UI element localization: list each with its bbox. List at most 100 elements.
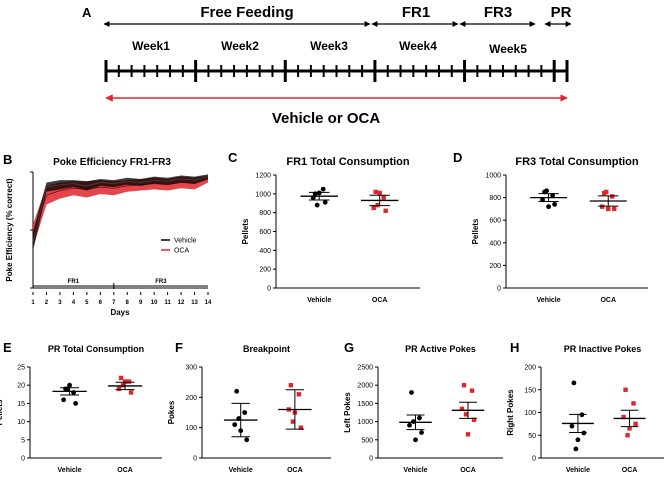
y-tick-label: 50 xyxy=(528,433,536,440)
dot-plot-panel-c: C FR1 Total Consumption 0 200 400 600 800 1000… xyxy=(228,150,420,304)
y-tick-label: 300 xyxy=(185,365,197,372)
x-tick-label: 11 xyxy=(164,300,171,306)
dot-plot-panel-e: E PR Total Consumption 0 5 10 15 20 25 Vehicle O… xyxy=(0,340,162,474)
data-point-oca xyxy=(471,417,477,422)
dot-plot-panel-g: G PR Active Pokes 0 500 1000 1500 2000 2500 Veh… xyxy=(343,340,503,474)
data-point-vehicle xyxy=(73,401,78,406)
y-axis-label: Pokes xyxy=(167,400,176,424)
data-point-oca xyxy=(371,205,376,211)
data-point-vehicle xyxy=(232,422,238,428)
y-axis-label: Left Pokes xyxy=(343,392,352,433)
y-tick-label: 400 xyxy=(489,240,501,247)
x-category-label: OCA xyxy=(600,297,616,304)
y-tick-label: 200 xyxy=(185,395,197,402)
data-point-oca xyxy=(383,208,388,213)
x-tick-label: 4 xyxy=(72,300,76,306)
phase-label-free-feeding: Free Feeding xyxy=(200,4,293,21)
data-point-vehicle xyxy=(544,188,549,194)
data-point-vehicle xyxy=(417,415,422,421)
y-tick-label: 100 xyxy=(185,425,197,432)
treatment-label: Vehicle or OCA xyxy=(272,110,381,127)
y-tick-label: 200 xyxy=(489,263,501,270)
data-point-oca xyxy=(118,375,124,381)
data-point-oca xyxy=(469,388,475,393)
y-tick-label: 0 xyxy=(369,456,373,463)
y-axis-label: Pellets xyxy=(0,399,4,425)
y-tick-label: 15 xyxy=(17,401,25,408)
x-tick-label: 1 xyxy=(31,300,35,306)
data-point-vehicle xyxy=(234,388,240,394)
data-point-vehicle xyxy=(413,437,418,443)
data-point-vehicle xyxy=(409,390,414,395)
data-point-oca xyxy=(373,189,378,195)
data-point-vehicle xyxy=(407,422,412,428)
timeline-panel: A Free Feeding FR1 FR3 PR Week1 Week2 We… xyxy=(82,4,572,127)
chart-title: Breakpoint xyxy=(243,344,290,354)
line-chart-panel-b: B Poke Efficiency FR1-FR3 1 2 3 4 5 6 7 8 9 10 11 1… xyxy=(3,152,212,317)
data-point-oca xyxy=(461,383,467,388)
data-point-oca xyxy=(296,392,302,397)
panel-letter-b: B xyxy=(3,152,12,167)
data-point-oca xyxy=(627,426,632,431)
y-tick-label: 1500 xyxy=(357,401,373,408)
data-point-vehicle xyxy=(242,410,248,415)
x-tick-label: 2 xyxy=(45,300,49,306)
y-tick-label: 20 xyxy=(17,383,25,390)
phase-label-pr: PR xyxy=(551,4,572,21)
data-point-vehicle xyxy=(546,204,551,210)
data-point-oca xyxy=(612,206,617,212)
panel-letter-f: F xyxy=(175,340,183,355)
x-category-label: Vehicle xyxy=(307,297,331,304)
x-category-label: Vehicle xyxy=(537,297,561,304)
x-tick-label: 8 xyxy=(126,300,130,306)
y-axis-label: Pellets xyxy=(241,218,250,244)
panel-letter-d: D xyxy=(453,150,462,165)
x-category-label: OCA xyxy=(287,467,303,474)
y-tick-label: 1000 xyxy=(255,191,271,198)
y-tick-label: 10 xyxy=(17,419,25,426)
y-tick-label: 500 xyxy=(361,437,373,444)
chart-title: FR1 Total Consumption xyxy=(286,156,410,168)
phase-label-fr1: FR1 xyxy=(68,279,80,285)
data-point-vehicle xyxy=(314,202,320,208)
x-axis-label: Days xyxy=(110,308,130,317)
y-tick-label: 600 xyxy=(489,218,501,225)
x-tick-label: 13 xyxy=(191,300,198,306)
y-axis-label: Poke Efficiency (% correct) xyxy=(5,178,14,281)
data-point-oca xyxy=(377,190,382,196)
data-point-oca xyxy=(625,433,630,438)
y-tick-label: 150 xyxy=(524,387,536,394)
data-point-vehicle xyxy=(573,446,579,452)
x-tick-label: 10 xyxy=(151,300,158,306)
x-category-label: OCA xyxy=(372,297,388,304)
week-label-1: Week1 xyxy=(132,39,170,53)
data-point-vehicle xyxy=(320,186,326,192)
y-tick-label: 600 xyxy=(259,229,271,236)
data-point-oca xyxy=(128,390,134,395)
x-category-label: OCA xyxy=(117,467,133,474)
data-point-oca xyxy=(623,387,628,392)
x-category-label: OCA xyxy=(622,467,638,474)
y-tick-label: 1000 xyxy=(357,419,373,426)
y-tick-label: 0 xyxy=(267,286,271,293)
timeline-ticks xyxy=(104,60,569,82)
data-point-vehicle xyxy=(244,437,250,443)
chart-title: PR Active Pokes xyxy=(405,344,476,354)
data-point-oca xyxy=(298,425,304,430)
data-point-oca xyxy=(465,432,471,437)
chart-title: FR3 Total Consumption xyxy=(515,156,639,168)
data-point-oca xyxy=(463,412,469,417)
y-tick-label: 0 xyxy=(497,286,501,293)
y-axis-label: Right Pokes xyxy=(506,389,515,436)
series-band-oca xyxy=(33,175,208,248)
data-point-vehicle xyxy=(571,380,577,386)
y-axis-label: Pellets xyxy=(471,218,480,244)
chart-b-title: Poke Efficiency FR1-FR3 xyxy=(53,157,171,168)
data-point-oca xyxy=(604,189,609,195)
panel-letter-h: H xyxy=(510,340,519,355)
data-point-oca xyxy=(116,386,122,392)
y-tick-label: 2500 xyxy=(357,365,373,372)
x-tick-label: 14 xyxy=(205,300,212,306)
x-tick-label: 6 xyxy=(99,300,103,306)
